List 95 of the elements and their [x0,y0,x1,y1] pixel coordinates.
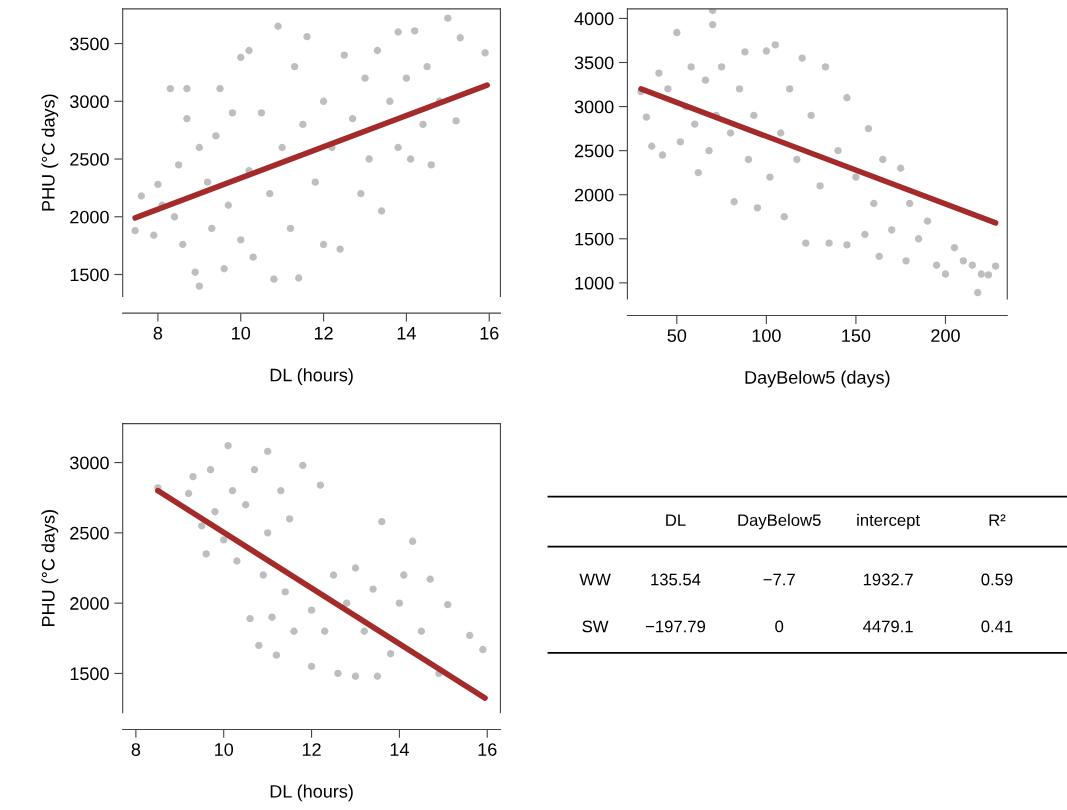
category-label: SW [582,620,609,633]
x-axis-title: DayBelow5 (days) [745,370,890,388]
point [290,627,298,635]
y-tick-label: 3500 [70,37,109,51]
y-tick-label: 1500 [70,268,109,282]
y-tick-label: 2000 [574,188,614,202]
point [351,672,360,680]
point [444,600,452,609]
point [263,529,272,537]
point [268,613,276,621]
point [250,465,259,474]
point [242,501,250,509]
point [220,536,228,544]
point [417,627,426,635]
point [426,575,434,583]
point [228,487,237,495]
x-tick-label: 150 [842,329,871,343]
point [233,557,241,565]
point [386,650,395,658]
point [408,537,417,545]
point [307,662,316,671]
point [263,447,272,455]
x-tick-label: 12 [302,743,321,756]
x-tick-label: 12 [314,326,333,340]
x-axis-title: DL (hours) [270,784,353,802]
point [281,588,289,596]
point [360,627,368,635]
text: −7.7 [763,573,795,586]
x-tick-label: 200 [931,329,960,343]
text: 1932.7 [863,573,913,586]
y-axis-title: PHU (°C days) [41,510,59,627]
point [277,487,285,495]
point [211,508,219,516]
point [400,571,408,579]
y-tick-label: 2000 [70,597,109,610]
point [255,641,263,649]
point [351,564,360,572]
category-label: intercept [857,513,920,530]
y-tick-label: 4000 [574,12,614,26]
x-tick-label: 50 [667,329,687,343]
x-tick-label: 10 [215,743,234,756]
point [246,614,254,623]
text: 135.54 [651,573,701,586]
y-tick-label: 1500 [70,667,109,681]
x-axis-title: DL (hours) [270,368,353,385]
category-label: DL [666,514,686,526]
point [206,465,215,474]
y-tick-label: 1000 [575,276,614,290]
y-tick-label: 3000 [70,95,109,109]
point [299,461,307,470]
point [343,599,351,607]
point [321,627,329,635]
category-label: R² [989,514,1006,526]
category-label: WW [579,573,611,586]
y-tick-label: 2500 [70,152,109,166]
y-tick-label: 3000 [574,100,614,114]
point [285,515,294,523]
x-tick-label: 16 [480,326,499,340]
point [378,517,386,526]
point [259,571,267,579]
point [189,472,197,481]
y-tick-label: 3500 [574,56,614,70]
x-tick-label: 16 [478,743,497,756]
y-axis-title: PHU (°C days) [41,94,59,211]
point [224,442,232,450]
point [202,550,210,558]
y-tick-label: 2500 [574,144,614,158]
x-tick-label: 8 [131,743,141,756]
point [373,672,382,680]
point [334,669,342,678]
point [466,631,474,640]
x-tick-label: 100 [752,329,781,343]
point [307,606,316,614]
point [316,481,325,489]
text: 0 [775,620,784,633]
text: 4479.1 [862,620,913,633]
point [369,585,377,593]
y-tick-label: 2000 [70,210,109,224]
point [272,651,281,659]
x-tick-label: 10 [232,326,251,340]
y-tick-label: 2500 [70,526,109,540]
text: 0.41 [981,620,1013,633]
text: −197.79 [645,620,706,633]
y-tick-label: 1500 [575,232,614,246]
point [184,489,193,498]
x-tick-label: 14 [397,326,416,340]
point [198,522,206,530]
x-tick-label: 14 [390,743,409,756]
x-tick-label: 8 [153,326,163,340]
text: 0.59 [981,573,1013,586]
y-tick-label: 3000 [70,456,109,470]
point [395,599,404,607]
category-label: DayBelow5 [738,513,821,530]
point [479,645,487,654]
point [329,571,338,579]
